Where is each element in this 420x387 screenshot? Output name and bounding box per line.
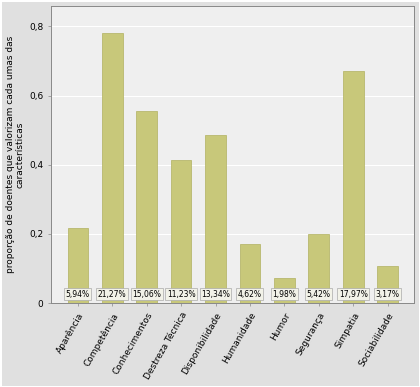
Bar	[68, 228, 88, 303]
Bar	[377, 266, 398, 303]
Text: 21,27%: 21,27%	[98, 289, 126, 299]
Text: 3,17%: 3,17%	[375, 289, 399, 299]
Text: 15,06%: 15,06%	[132, 289, 161, 299]
Bar	[240, 244, 260, 303]
Bar	[308, 234, 329, 303]
Bar	[102, 33, 123, 303]
Text: 4,62%: 4,62%	[238, 289, 262, 299]
Y-axis label: proporção de doentes que valorizam cada umas das
características: proporção de doentes que valorizam cada …	[5, 36, 25, 273]
Text: 5,94%: 5,94%	[66, 289, 90, 299]
Text: 11,23%: 11,23%	[167, 289, 195, 299]
Bar	[205, 135, 226, 303]
Text: 13,34%: 13,34%	[201, 289, 230, 299]
Text: 17,97%: 17,97%	[339, 289, 368, 299]
Text: 5,42%: 5,42%	[307, 289, 331, 299]
Bar	[274, 278, 295, 303]
Bar	[343, 71, 363, 303]
Text: 1,98%: 1,98%	[273, 289, 296, 299]
Bar	[171, 160, 192, 303]
Bar	[136, 111, 157, 303]
